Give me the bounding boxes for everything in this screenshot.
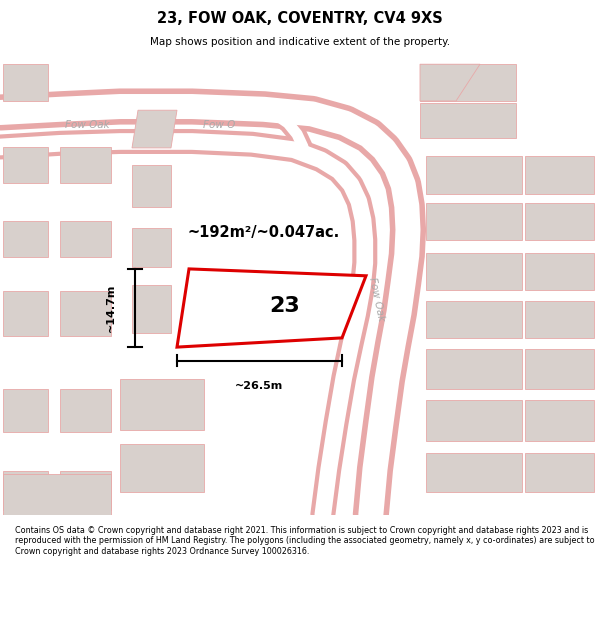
Text: ~192m²/~0.047ac.: ~192m²/~0.047ac.	[188, 224, 340, 239]
Polygon shape	[3, 471, 48, 511]
Polygon shape	[525, 301, 594, 338]
Polygon shape	[420, 64, 480, 101]
Polygon shape	[132, 110, 177, 148]
Polygon shape	[60, 147, 111, 183]
Polygon shape	[426, 301, 522, 338]
Polygon shape	[3, 147, 48, 183]
Polygon shape	[426, 203, 522, 240]
Polygon shape	[426, 453, 522, 492]
Polygon shape	[525, 400, 594, 441]
Text: Map shows position and indicative extent of the property.: Map shows position and indicative extent…	[150, 37, 450, 47]
Polygon shape	[120, 379, 204, 430]
Polygon shape	[420, 103, 516, 138]
Text: Contains OS data © Crown copyright and database right 2021. This information is : Contains OS data © Crown copyright and d…	[15, 526, 595, 556]
Polygon shape	[60, 291, 111, 336]
Polygon shape	[426, 400, 522, 441]
Polygon shape	[132, 166, 171, 207]
Text: Fow Oak: Fow Oak	[65, 121, 109, 131]
Polygon shape	[426, 349, 522, 389]
Polygon shape	[120, 444, 204, 492]
Polygon shape	[177, 269, 366, 347]
Polygon shape	[525, 253, 594, 289]
Text: 23: 23	[269, 296, 301, 316]
Polygon shape	[426, 156, 522, 194]
Polygon shape	[60, 221, 111, 258]
Polygon shape	[132, 228, 171, 267]
Polygon shape	[525, 156, 594, 194]
Polygon shape	[525, 453, 594, 492]
Polygon shape	[3, 221, 48, 258]
Text: ~26.5m: ~26.5m	[235, 381, 284, 391]
Text: 23, FOW OAK, COVENTRY, CV4 9XS: 23, FOW OAK, COVENTRY, CV4 9XS	[157, 11, 443, 26]
Polygon shape	[420, 64, 516, 101]
Polygon shape	[60, 471, 111, 511]
Polygon shape	[3, 291, 48, 336]
Text: ~14.7m: ~14.7m	[106, 284, 116, 332]
Polygon shape	[525, 203, 594, 240]
Text: Fow O: Fow O	[203, 121, 235, 131]
Polygon shape	[426, 253, 522, 289]
Text: Fow Oak: Fow Oak	[367, 276, 386, 322]
Polygon shape	[3, 389, 48, 432]
Polygon shape	[525, 349, 594, 389]
Polygon shape	[60, 389, 111, 432]
Polygon shape	[3, 64, 48, 101]
Polygon shape	[132, 285, 171, 333]
Polygon shape	[3, 474, 111, 515]
